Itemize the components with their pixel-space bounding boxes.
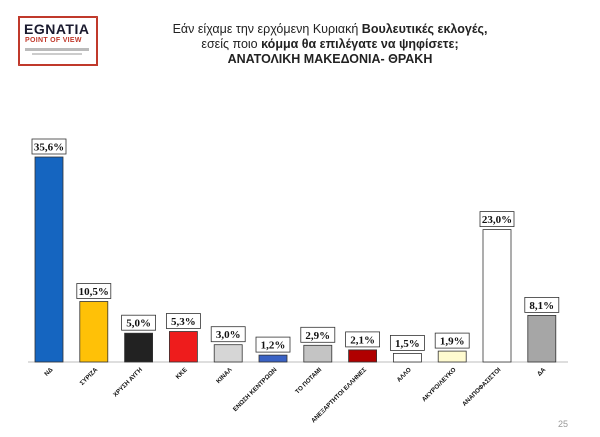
title-line2-bold: κόμμα θα επιλέγατε να ψηφίσετε; <box>261 37 459 51</box>
bar <box>34 156 64 363</box>
x-tick-label: ΕΝΩΣΗ ΚΕΝΤΡΩΩΝ <box>232 366 279 413</box>
data-label-box <box>31 138 67 155</box>
bar <box>437 350 467 363</box>
data-label: 2,9% <box>305 330 330 342</box>
title-line1-bold: Βουλευτικές εκλογές, <box>361 22 488 36</box>
data-label: 1,2% <box>261 340 286 352</box>
x-tick-label: ΔΑ <box>536 366 548 378</box>
data-label-box <box>76 283 112 299</box>
bar <box>258 354 288 363</box>
logo-fine-print-2 <box>32 53 82 55</box>
bar <box>348 349 378 363</box>
title-line-2: εσείς ποιο κόμμα θα επιλέγατε να ψηφίσετ… <box>120 37 540 52</box>
data-label: 10,5% <box>79 286 109 298</box>
data-label-box <box>165 313 201 329</box>
bar <box>482 229 512 363</box>
data-label: 3,0% <box>216 329 241 341</box>
x-tick-label: ΤΟ ΠΟΤΑΜΙ <box>294 366 323 395</box>
logo-fine-print <box>25 48 89 51</box>
data-label: 5,3% <box>171 316 196 328</box>
bar <box>79 301 109 363</box>
x-tick-label: ΚΚΕ <box>175 366 189 380</box>
data-label: 35,6% <box>34 142 64 154</box>
x-tick-label: ΚΙΝΑΛ <box>215 366 234 385</box>
title-line-1: Εάν είχαμε την ερχόμενη Κυριακή Βουλευτι… <box>120 22 540 37</box>
x-tick-label: ΣΥΡΙΖΑ <box>79 366 100 387</box>
bar <box>168 331 198 363</box>
x-tick-label: ΧΡΥΣΗ ΑΥΓΗ <box>112 366 144 398</box>
x-tick-label: ΑΛΛΟ <box>396 366 413 383</box>
bar <box>392 352 422 363</box>
x-tick-label: ΑΝΑΠΟΦΑΣΙΣΤΟΙ <box>461 366 503 408</box>
data-label-box <box>434 332 470 349</box>
bar <box>124 332 153 363</box>
x-tick-label: ΝΔ <box>43 366 55 378</box>
data-label-box <box>389 334 425 351</box>
logo-frame-corner <box>18 16 98 66</box>
egnatia-logo: EGNATIA POINT OF VIEW <box>18 16 98 68</box>
data-label-box <box>524 296 560 313</box>
data-label-box <box>121 314 156 331</box>
region-title: ΑΝΑΤΟΛΙΚΗ ΜΑΚΕΔΟΝΙΑ- ΘΡΑΚΗ <box>227 52 433 66</box>
data-label-box <box>300 326 336 343</box>
logo-brand: EGNATIA <box>24 21 90 37</box>
data-label: 1,9% <box>440 336 465 348</box>
logo-tagline: POINT OF VIEW <box>25 37 82 44</box>
data-label-box <box>345 331 381 348</box>
title-line1-normal: Εάν είχαμε την ερχόμενη Κυριακή <box>172 22 362 36</box>
x-tick-label: ΑΚΥΡΟ/ΛΕΥΚΟ <box>421 366 458 403</box>
data-label: 2,1% <box>350 334 375 346</box>
data-label: 8,1% <box>529 300 554 312</box>
question-title: Εάν είχαμε την ερχόμενη Κυριακή Βουλευτι… <box>120 22 540 67</box>
bar <box>213 344 243 363</box>
data-label-box <box>479 211 515 228</box>
bar <box>303 344 333 363</box>
logo-frame <box>18 16 98 66</box>
data-label: 5,0% <box>126 318 151 330</box>
data-label-box <box>210 326 246 343</box>
data-label: 1,5% <box>395 338 420 350</box>
data-label-box <box>255 336 291 353</box>
bar <box>527 314 557 363</box>
page-number: 25 <box>557 419 568 429</box>
title-line2-normal: εσείς ποιο <box>201 37 262 51</box>
data-label: 23,0% <box>482 214 512 226</box>
